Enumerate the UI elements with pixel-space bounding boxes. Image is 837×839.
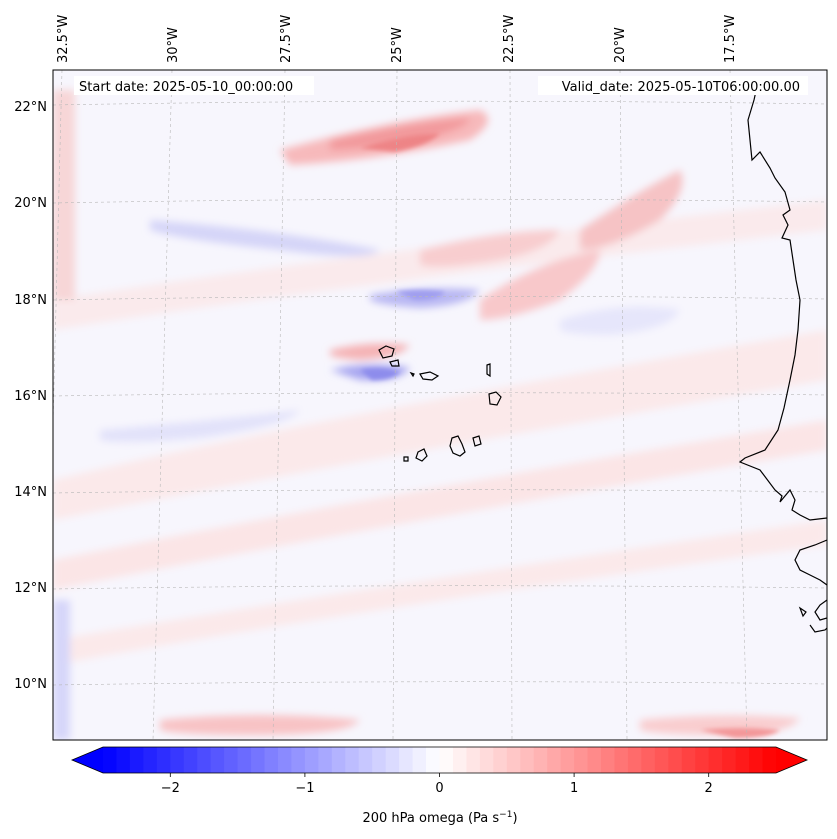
colorbar-segment: [197, 747, 212, 773]
sal-island: [486, 363, 491, 378]
valid-date-label: Valid_date: 2025-05-10T06:00:00.00: [562, 80, 800, 95]
lat-label: 10°N: [14, 677, 47, 692]
colorbar-segment: [601, 747, 616, 773]
colorbar-segments: [103, 747, 777, 773]
colorbar-segment: [331, 747, 346, 773]
brava-island: [403, 456, 409, 462]
start-date-label: Start date: 2025-05-10_00:00:00: [79, 80, 293, 95]
colorbar-segment: [116, 747, 131, 773]
boa-vista-island: [488, 391, 502, 406]
colorbar-segment: [722, 747, 737, 773]
colorbar-segment: [668, 747, 683, 773]
colorbar-tick-label: −1: [295, 781, 314, 796]
lon-label: 22.5°W: [502, 15, 517, 63]
colorbar-segment: [695, 747, 710, 773]
colorbar-segment: [251, 747, 266, 773]
lon-label: 25°W: [390, 27, 405, 63]
colorbar-segment: [264, 747, 279, 773]
colorbar-label: 200 hPa omega (Pa s−1): [362, 810, 517, 826]
colorbar-segment: [493, 747, 508, 773]
lat-label: 16°N: [14, 389, 47, 404]
colorbar-segment: [129, 747, 144, 773]
colorbar-segment: [426, 747, 441, 773]
lat-label: 22°N: [14, 100, 47, 115]
colorbar-segment: [439, 747, 454, 773]
lon-label: 27.5°W: [279, 15, 294, 63]
africa-coastline: [738, 81, 827, 633]
sao-nicolau-island: [419, 371, 440, 381]
lat-label: 12°N: [14, 581, 47, 596]
graticule: [53, 70, 827, 740]
fogo-island: [415, 448, 428, 462]
longitude-labels: 32.5°W 30°W 27.5°W 25°W 22.5°W 20°W 17.5…: [56, 15, 738, 63]
colorbar-segment: [654, 747, 669, 773]
colorbar-segment: [318, 747, 333, 773]
colorbar-segment: [385, 747, 400, 773]
colorbar-segment: [506, 747, 521, 773]
colorbar-segment: [372, 747, 387, 773]
colorbar-segment: [749, 747, 764, 773]
lat-label: 18°N: [14, 293, 47, 308]
colorbar-segment: [574, 747, 589, 773]
colorbar-segment: [466, 747, 481, 773]
santo-antao-island: [378, 345, 395, 359]
colorbar-min-extension: [72, 747, 103, 773]
colorbar-segment: [547, 747, 562, 773]
colorbar-segment: [533, 747, 548, 773]
colorbar-segment: [560, 747, 575, 773]
colorbar-segment: [210, 747, 225, 773]
colorbar-segment: [681, 747, 696, 773]
colorbar-segment: [708, 747, 723, 773]
colorbar-max-extension: [776, 747, 807, 773]
colorbar-segment: [277, 747, 293, 773]
valid-date-box: [538, 76, 808, 95]
colorbar-segment: [479, 747, 494, 773]
start-date-box: [74, 76, 314, 95]
colorbar-tick-label: −2: [161, 781, 180, 796]
sao-vicente-island: [389, 359, 400, 367]
santiago-island: [449, 435, 466, 457]
colorbar: −2 −1 0 1 2 200 hPa omega (Pa s−1): [70, 746, 809, 826]
colorbar-outline: [70, 746, 809, 774]
colorbar-segment: [762, 747, 777, 773]
colorbar-segment: [237, 747, 252, 773]
lon-label: 17.5°W: [723, 15, 738, 63]
colorbar-segment: [103, 747, 118, 773]
colorbar-segment: [735, 747, 750, 773]
colorbar-tick-label: 0: [435, 781, 443, 796]
colorbar-segment: [358, 747, 373, 773]
lon-label: 20°W: [613, 27, 628, 63]
colorbar-segment: [587, 747, 602, 773]
lon-label: 32.5°W: [56, 15, 71, 63]
colorbar-segment: [224, 747, 239, 773]
colorbar-segment: [452, 747, 468, 773]
plot-frame: [52, 69, 828, 741]
colorbar-segment: [183, 747, 198, 773]
colorbar-tick-label: 1: [570, 781, 578, 796]
lat-label: 14°N: [14, 485, 47, 500]
colorbar-segment: [399, 747, 414, 773]
colorbar-segment: [614, 747, 629, 773]
colorbar-segment: [345, 747, 360, 773]
colorbar-segment: [412, 747, 427, 773]
latitude-labels: 22°N 20°N 18°N 16°N 14°N 12°N 10°N: [14, 100, 47, 692]
colorbar-segment: [627, 747, 642, 773]
lon-label: 30°W: [166, 27, 181, 63]
lat-label: 20°N: [14, 196, 47, 211]
colorbar-segment: [170, 747, 185, 773]
colorbar-ticks: −2 −1 0 1 2: [161, 773, 713, 796]
colorbar-segment: [520, 747, 535, 773]
santa-luzia-island: [409, 371, 415, 378]
colorbar-segment: [291, 747, 306, 773]
omega-field: [53, 90, 827, 740]
colorbar-tick-label: 2: [705, 781, 713, 796]
maio-island: [472, 435, 482, 447]
colorbar-segment: [143, 747, 158, 773]
cape-verde-islands: [378, 345, 502, 462]
colorbar-segment: [641, 747, 656, 773]
colorbar-segment: [156, 747, 171, 773]
colorbar-segment: [304, 747, 319, 773]
